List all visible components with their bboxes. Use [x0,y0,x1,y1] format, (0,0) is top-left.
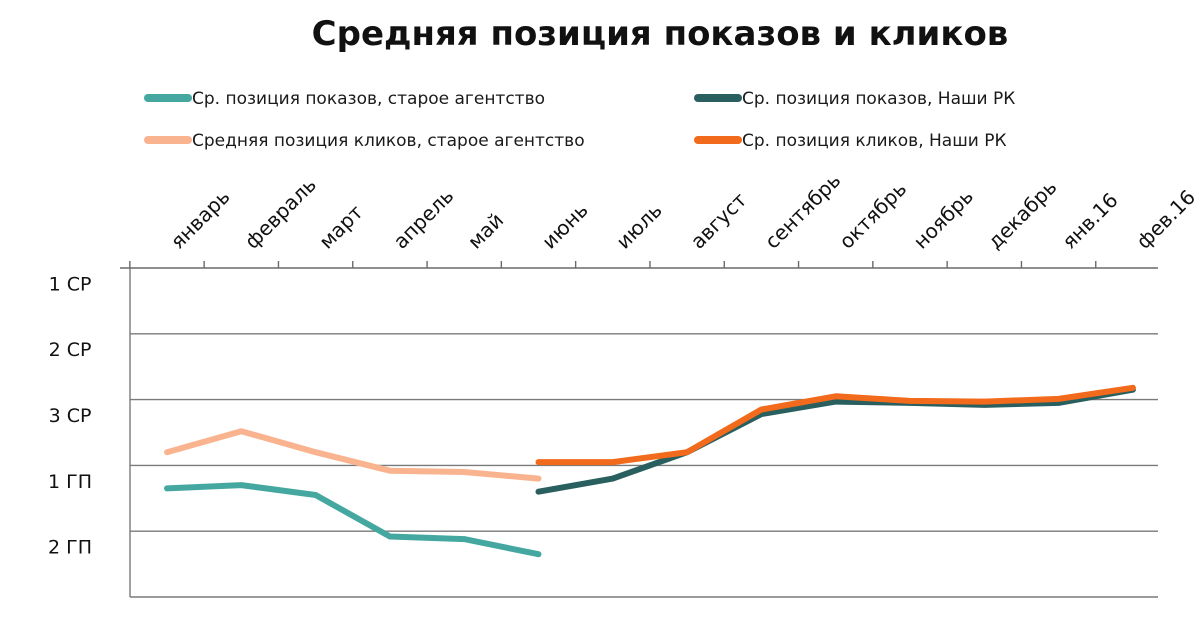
x-tick-label: ноябрь [909,184,978,253]
series-line [164,482,542,558]
x-tick-label: янв.16 [1057,188,1123,254]
x-tick-label: май [463,208,508,253]
y-tick-label: 1 СР [49,273,92,295]
x-tick-label: июнь [537,198,593,254]
x-tick-label: октябрь [834,177,911,254]
y-tick-label: 3 СР [49,405,92,427]
y-tick-label: 2 СР [49,339,92,361]
x-tick-label: апрель [388,184,458,254]
legend: Ср. позиция показов, старое агентство Ср.… [144,89,1015,151]
grid [129,268,1158,598]
legend-label: Средняя позиция кликов, старое агентство [192,131,585,151]
legend-label: Ср. позиция показов, Наши РК [742,89,1015,109]
x-tick-label: декабрь [983,175,1062,254]
series-line [535,384,1136,466]
y-tick-label: 1 ГП [48,471,92,493]
series-lines [164,384,1136,558]
x-tick-label: март [314,200,368,254]
chart-title: Средняя позиция показов и кликов [312,14,1009,54]
y-tick-labels: 1 СР 2 СР 3 СР 1 ГП 2 ГП [48,273,92,558]
x-tick-label: июль [611,198,666,253]
x-tick-label: февраль [240,172,321,253]
x-tick-label: август [686,188,752,254]
legend-label: Ср. позиция кликов, Наши РК [742,131,1007,151]
x-axis [120,261,1158,269]
x-tick-label: сентябрь [760,168,845,253]
x-tick-label: январь [166,184,235,253]
legend-label: Ср. позиция показов, старое агентство [192,89,545,109]
y-tick-label: 2 ГП [48,537,92,559]
series-line [164,428,542,482]
x-tick-label: фев.16 [1131,185,1200,254]
series-line [535,386,1136,495]
